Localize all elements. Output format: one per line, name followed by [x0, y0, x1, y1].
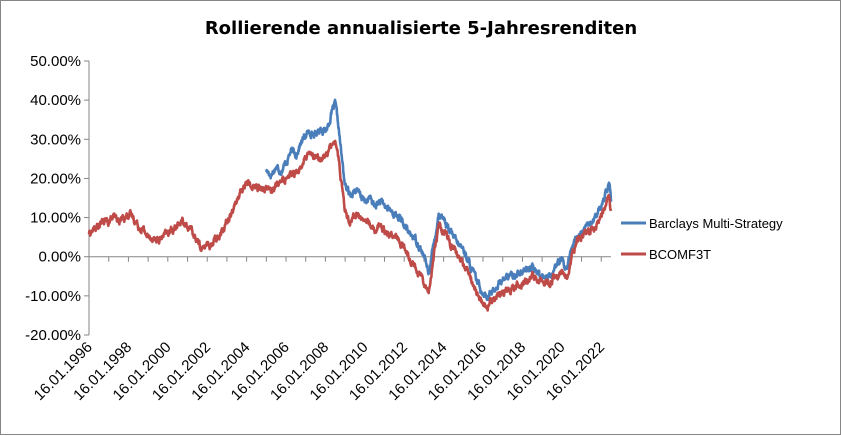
- chart-title: Rollierende annualisierte 5-Jahresrendit…: [205, 18, 637, 39]
- series-line-bcomf3t: [87, 139, 613, 312]
- y-tick-label: 50.00%: [30, 53, 81, 70]
- y-tick-label: -20.00%: [25, 327, 81, 344]
- legend-label: Barclays Multi-Strategy: [649, 216, 783, 231]
- y-tick-label: 40.00%: [30, 92, 81, 109]
- series-line-barclays-multi-strategy: [265, 98, 613, 302]
- legend: Barclays Multi-Strategy BCOMF3T: [621, 216, 783, 262]
- y-tick-label: 10.00%: [30, 210, 81, 227]
- legend-label: BCOMF3T: [649, 247, 711, 262]
- y-tick-label: -10.00%: [25, 288, 81, 305]
- y-tick-label: 0.00%: [38, 249, 81, 266]
- y-axis: 50.00% 40.00% 30.00% 20.00% 10.00% 0.00% -10.0…: [25, 53, 90, 344]
- y-tick-label: 20.00%: [30, 170, 81, 187]
- y-tick-label: 30.00%: [30, 131, 81, 148]
- series-layer: [87, 98, 613, 312]
